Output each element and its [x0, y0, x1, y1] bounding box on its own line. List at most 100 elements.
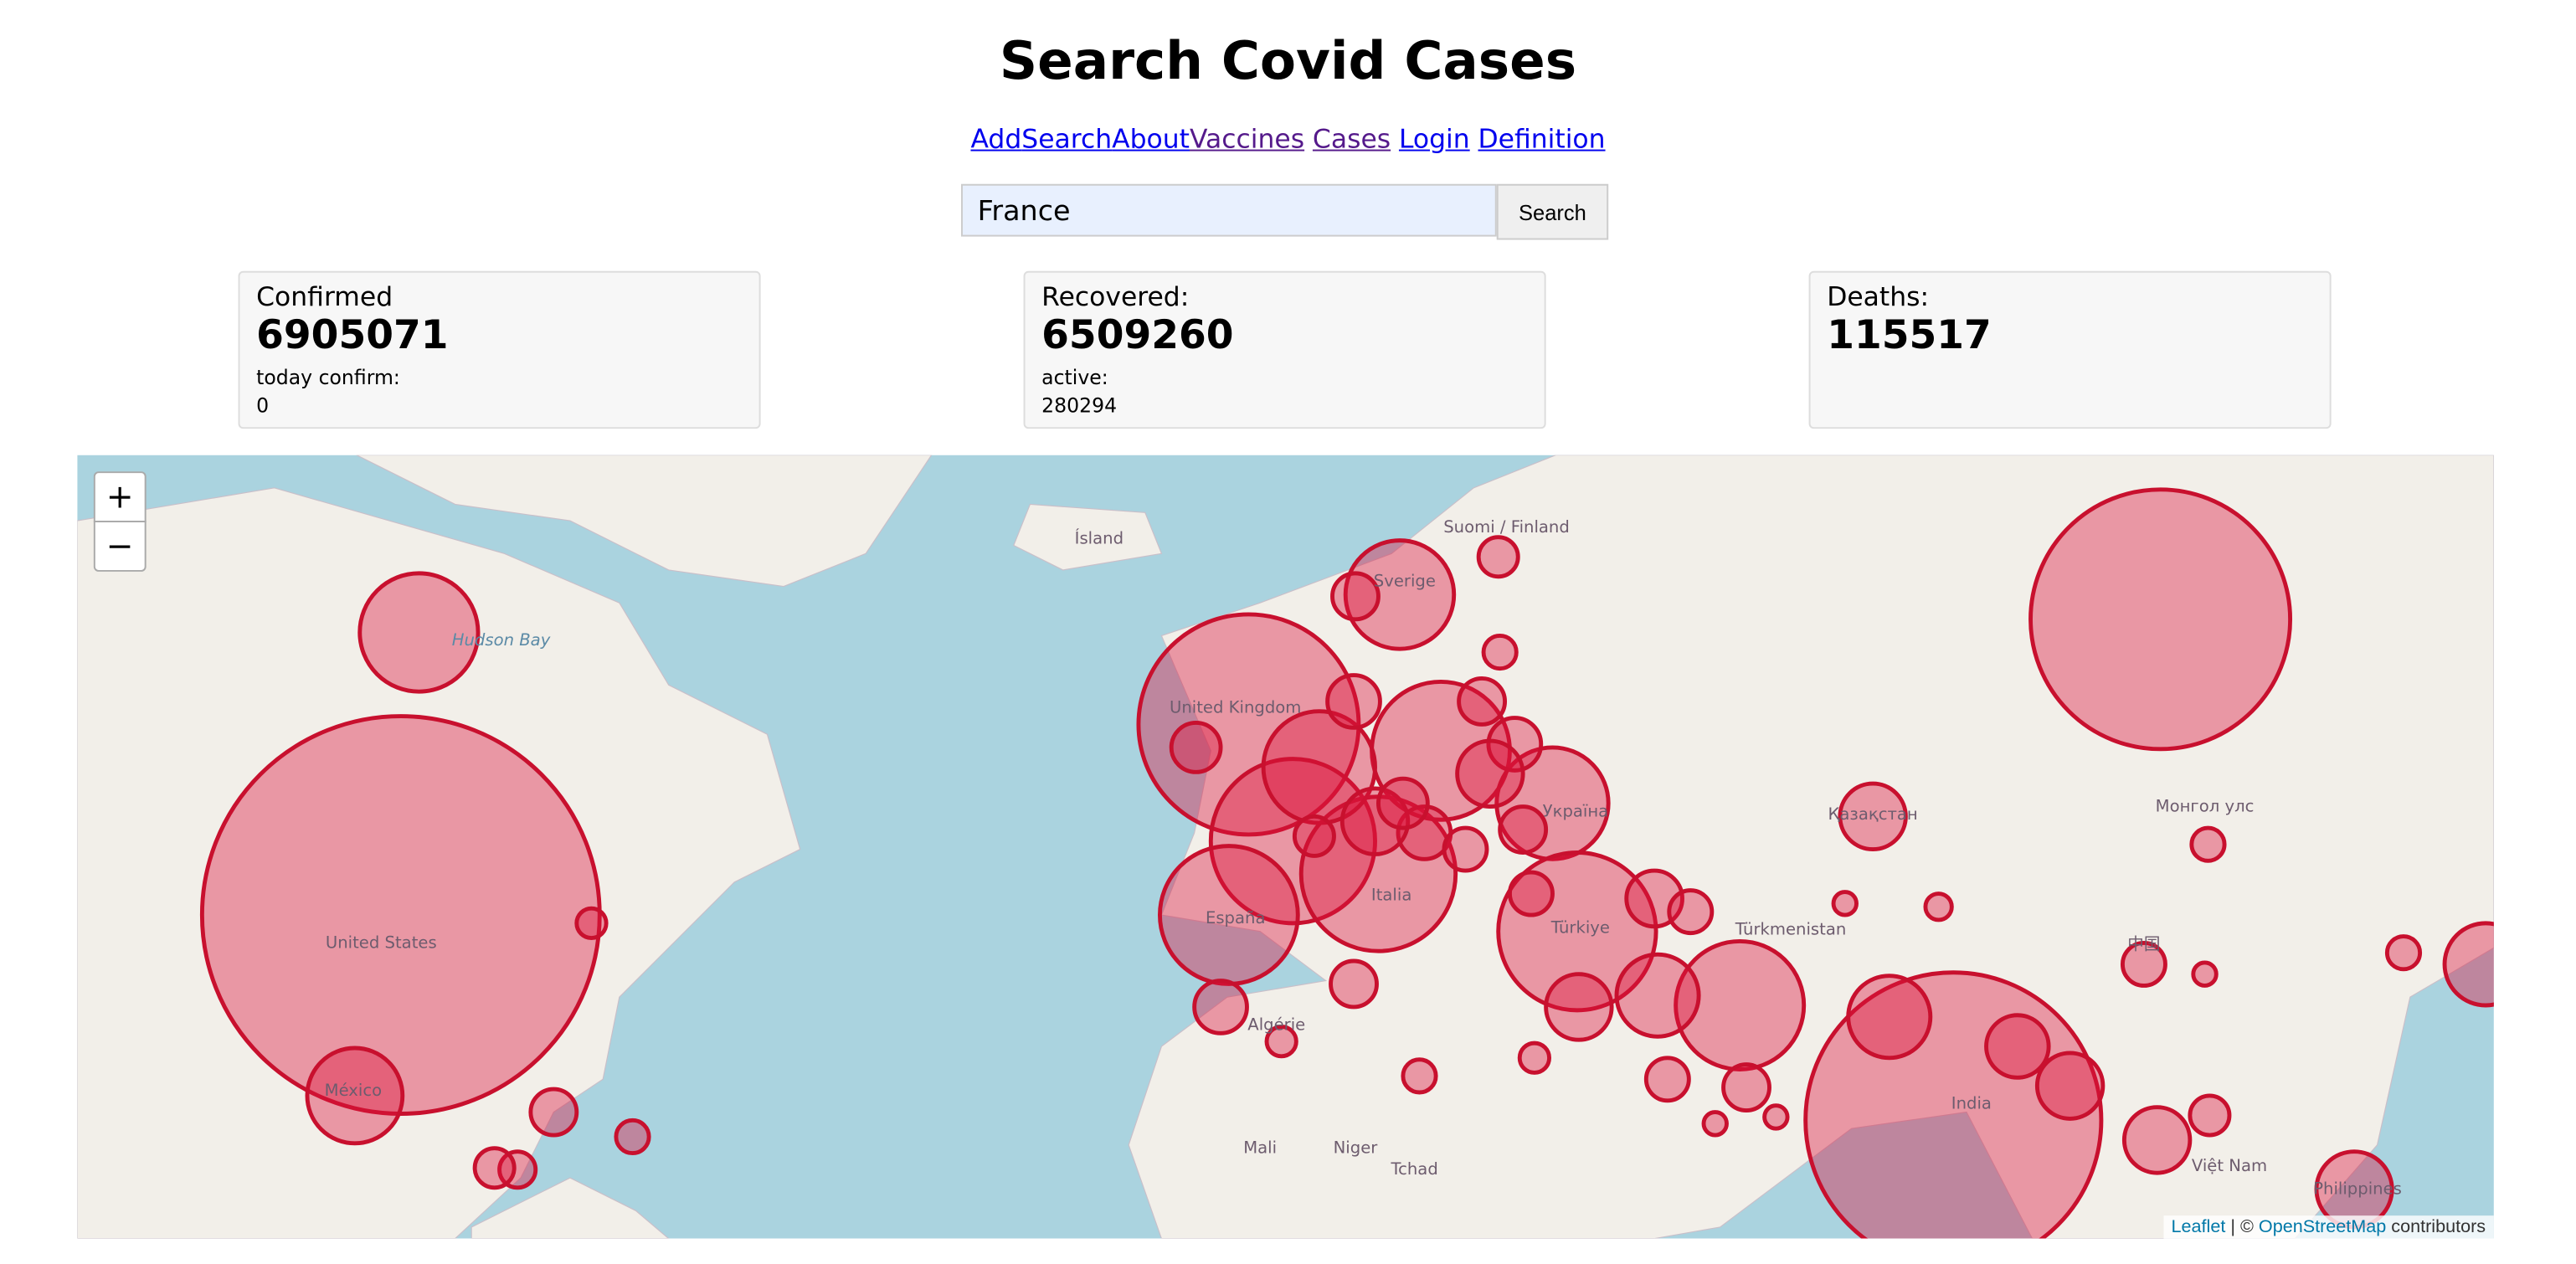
map-label: Suomi / Finland: [1443, 517, 1570, 537]
nav-link[interactable]: Cases: [1312, 123, 1391, 155]
page-title: Search Covid Cases: [999, 29, 1577, 92]
map-label: Việt Nam: [2192, 1156, 2267, 1175]
zoom-in[interactable]: +: [93, 471, 147, 523]
case-circle[interactable]: [1517, 1040, 1551, 1075]
case-circle[interactable]: [1457, 676, 1508, 727]
case-circle[interactable]: [1330, 571, 1381, 622]
map-canvas: Ísland Suomi / Finland Sverige United Ki…: [77, 455, 2494, 1239]
map-label: México: [325, 1081, 382, 1100]
case-circle[interactable]: [1476, 535, 1520, 579]
case-circle[interactable]: [2121, 1105, 2193, 1175]
map-label: España: [1206, 908, 1266, 927]
case-circle[interactable]: [1455, 738, 1525, 809]
stat-label: Deaths:: [1827, 280, 1930, 312]
search-button[interactable]: Search: [1496, 183, 1609, 240]
map-label: 中国: [2127, 934, 2160, 953]
search-input[interactable]: France: [961, 183, 1497, 237]
case-circle[interactable]: [1544, 972, 1614, 1042]
attribution-sep: | ©: [2230, 1217, 2254, 1237]
nav-link[interactable]: Login: [1398, 123, 1470, 155]
case-circle[interactable]: [2191, 960, 2219, 988]
map-label: Philippines: [2313, 1179, 2402, 1199]
case-circle[interactable]: [1401, 1057, 1438, 1095]
case-circle[interactable]: [1292, 814, 1336, 858]
stat-card: Deaths: 115517: [1808, 270, 2332, 429]
case-circle[interactable]: [1339, 786, 1411, 856]
map-label: Türkmenistan: [1735, 920, 1847, 939]
case-circle[interactable]: [1507, 870, 1555, 917]
case-circle[interactable]: [305, 1046, 405, 1146]
stat-sub-value: 0: [256, 393, 270, 418]
case-circle[interactable]: [1674, 939, 1807, 1071]
case-circle[interactable]: [2028, 487, 2293, 752]
map-label: Türkiye: [1550, 918, 1610, 938]
stat-sub-value: 280294: [1041, 393, 1118, 418]
map-label: Niger: [1334, 1138, 1379, 1158]
map-label: Mali: [1243, 1138, 1277, 1158]
map[interactable]: Ísland Suomi / Finland Sverige United Ki…: [77, 455, 2494, 1239]
case-circle[interactable]: [1496, 850, 1658, 1013]
case-circle[interactable]: [2188, 1093, 2232, 1138]
case-circle[interactable]: [1701, 1110, 1729, 1138]
case-circle[interactable]: [357, 571, 481, 694]
map-label: India: [1951, 1094, 1992, 1113]
case-circle[interactable]: [1264, 1025, 1298, 1059]
map-label: United Kingdom: [1170, 698, 1301, 717]
map-label: Hudson Bay: [452, 630, 551, 650]
case-circle[interactable]: [1984, 1013, 2051, 1080]
nav-link[interactable]: About: [1112, 123, 1190, 155]
case-circle[interactable]: [1325, 673, 1382, 730]
case-circle[interactable]: [1208, 757, 1377, 926]
case-circle[interactable]: [2034, 1051, 2106, 1121]
zoom-out[interactable]: −: [93, 521, 147, 572]
case-circle[interactable]: [1136, 612, 1361, 837]
map-label: Україна: [1543, 801, 1609, 820]
map-labels: Ísland Suomi / Finland Sverige United Ki…: [325, 517, 2402, 1199]
osm-link[interactable]: OpenStreetMap: [2258, 1217, 2387, 1237]
nav: AddSearchAboutVaccines Cases Login Definiti…: [0, 123, 2576, 154]
case-circle[interactable]: [2189, 825, 2227, 863]
case-circle[interactable]: [1721, 1062, 1771, 1113]
stat-value: 6905071: [256, 311, 449, 358]
case-circle[interactable]: [1192, 979, 1249, 1035]
map-label: Sverige: [1374, 572, 1436, 591]
nav-link[interactable]: Search: [1021, 123, 1113, 155]
case-circle[interactable]: [528, 1087, 579, 1138]
case-circle[interactable]: [2442, 921, 2494, 1008]
leaflet-link[interactable]: Leaflet: [2171, 1217, 2226, 1237]
case-circle[interactable]: [1261, 709, 1377, 825]
nav-link[interactable]: Add: [970, 123, 1022, 155]
case-circle[interactable]: [1923, 891, 1954, 922]
case-circle[interactable]: [1329, 958, 1379, 1010]
case-circle[interactable]: [1481, 633, 1519, 671]
case-circle[interactable]: [1498, 804, 1549, 855]
case-circle[interactable]: [1614, 952, 1701, 1039]
case-circle[interactable]: [1838, 781, 1908, 852]
case-circle[interactable]: [497, 1149, 538, 1190]
case-circle[interactable]: [2120, 940, 2167, 988]
nav-link[interactable]: Definition: [1478, 123, 1606, 155]
case-circle[interactable]: [1831, 890, 1859, 917]
case-circle[interactable]: [1803, 970, 2104, 1239]
stat-value: 6509260: [1041, 311, 1234, 358]
case-circle[interactable]: [199, 714, 602, 1116]
case-circle[interactable]: [1643, 1056, 1691, 1103]
case-circle[interactable]: [1169, 721, 1223, 774]
map-label: Italia: [1371, 885, 1411, 904]
nav-link[interactable]: Vaccines: [1189, 123, 1305, 155]
case-circle[interactable]: [472, 1146, 517, 1190]
case-circle[interactable]: [1376, 776, 1430, 830]
case-circle[interactable]: [2384, 934, 2423, 972]
case-circle[interactable]: [574, 906, 609, 940]
map-label: United States: [326, 933, 437, 952]
case-circle[interactable]: [1343, 538, 1457, 651]
case-circle[interactable]: [1486, 716, 1544, 773]
case-circle[interactable]: [1667, 888, 1715, 936]
case-circle[interactable]: [1442, 825, 1489, 873]
case-circle[interactable]: [1762, 1103, 1790, 1131]
stat-sub-label: today confirm:: [256, 366, 400, 390]
case-circle[interactable]: [1846, 974, 1933, 1061]
case-circle[interactable]: [614, 1118, 651, 1156]
map-label: Монгол улс: [2156, 796, 2255, 815]
map-label: Tchad: [1390, 1159, 1437, 1179]
